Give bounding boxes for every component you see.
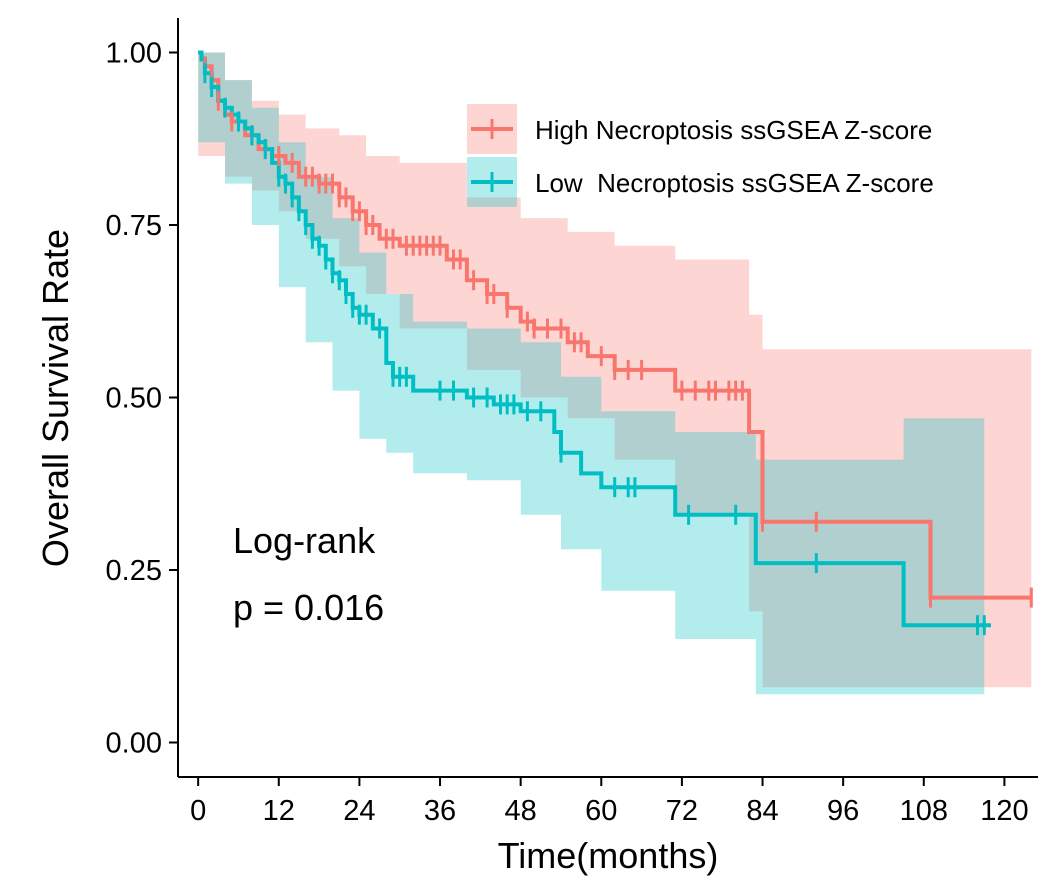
x-tick-label: 12 xyxy=(263,795,295,827)
x-tick-label: 120 xyxy=(980,795,1028,827)
x-tick-label: 48 xyxy=(505,795,537,827)
x-tick-label: 24 xyxy=(343,795,375,827)
legend-item-low: Low Necroptosis ssGSEA Z-score xyxy=(467,157,934,207)
legend-label-low: Low Necroptosis ssGSEA Z-score xyxy=(535,168,934,198)
y-axis-ticks: 0.00 0.25 0.50 0.75 1.00 xyxy=(106,38,178,760)
y-tick-label: 0.50 xyxy=(106,383,162,415)
x-tick-label: 60 xyxy=(585,795,617,827)
x-tick-label: 84 xyxy=(746,795,778,827)
y-tick-label: 0.25 xyxy=(106,555,162,587)
y-tick-label: 1.00 xyxy=(106,38,162,70)
y-tick-label: 0.00 xyxy=(106,728,162,760)
censor-marks xyxy=(203,56,1033,636)
p-value-label: p = 0.016 xyxy=(233,587,384,628)
legend: High Necroptosis ssGSEA Z-score Low Necr… xyxy=(467,104,934,207)
x-axis-ticks: 0 12 24 36 48 60 72 84 96 108 120 xyxy=(190,777,1029,827)
x-tick-label: 72 xyxy=(666,795,698,827)
ci-band-low xyxy=(198,52,985,695)
x-tick-label: 108 xyxy=(900,795,948,827)
x-tick-label: 96 xyxy=(827,795,859,827)
legend-item-high: High Necroptosis ssGSEA Z-score xyxy=(467,104,932,154)
y-axis-title: Overall Survival Rate xyxy=(35,229,76,567)
x-axis-title: Time(months) xyxy=(498,835,719,876)
y-tick-label: 0.75 xyxy=(106,210,162,242)
legend-label-high: High Necroptosis ssGSEA Z-score xyxy=(535,115,932,145)
log-rank-label: Log-rank xyxy=(233,520,376,561)
x-tick-label: 36 xyxy=(424,795,456,827)
x-tick-label: 0 xyxy=(190,795,206,827)
